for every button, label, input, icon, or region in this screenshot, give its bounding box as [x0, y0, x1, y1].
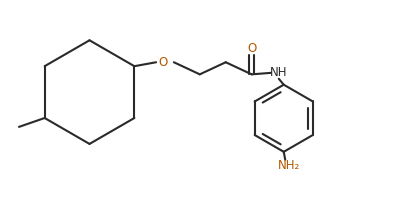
- Text: O: O: [158, 56, 167, 69]
- Text: NH₂: NH₂: [277, 159, 299, 172]
- Text: O: O: [246, 42, 256, 55]
- Text: NH: NH: [269, 66, 287, 79]
